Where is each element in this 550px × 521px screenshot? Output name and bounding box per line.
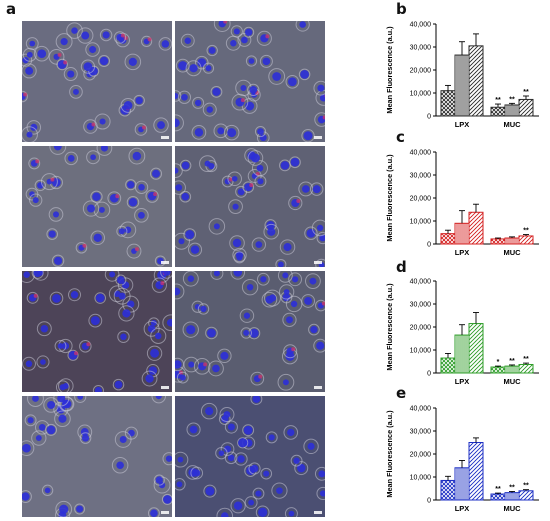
bar-MUC-3 bbox=[518, 363, 534, 374]
significance-mark: ** bbox=[509, 358, 515, 365]
microscopy-image-3-1 bbox=[22, 271, 172, 392]
bar-MUC-2 bbox=[504, 365, 520, 374]
y-tick-label: 0 bbox=[427, 498, 431, 505]
significance-mark: ** bbox=[495, 97, 501, 104]
microscopy-image-2-1 bbox=[22, 146, 172, 267]
y-tick-label: 20,000 bbox=[410, 196, 432, 203]
y-tick-label: 40,000 bbox=[410, 406, 432, 413]
y-tick-label: 30,000 bbox=[410, 429, 432, 436]
significance-mark: * bbox=[497, 359, 500, 366]
bar-MUC-1 bbox=[490, 106, 506, 117]
bar-MUC-2 bbox=[504, 237, 520, 245]
bar-LPX-3 bbox=[468, 442, 484, 501]
bar-MUC-2 bbox=[504, 492, 520, 501]
significance-mark: ** bbox=[495, 486, 501, 493]
microscopy-image-2-2 bbox=[175, 146, 325, 267]
x-category-label: MUC bbox=[503, 248, 521, 257]
bar-chart-c: Mean Fluorescence (a.u.) 0 10,000 20,000 30,… bbox=[385, 150, 539, 257]
y-tick-label: 10,000 bbox=[410, 475, 432, 482]
y-tick-label: 40,000 bbox=[410, 22, 432, 29]
bar-chart-e: Mean Fluorescence (a.u.) 0 10,000 20,000 30,… bbox=[385, 406, 539, 513]
bar-LPX-3 bbox=[468, 45, 484, 117]
bar-LPX-1 bbox=[440, 357, 456, 374]
panel-letter-c: c bbox=[396, 128, 405, 146]
y-axis-label: Mean Fluorescence (a.u.) bbox=[385, 283, 394, 371]
y-axis-label: Mean Fluorescence (a.u.) bbox=[385, 410, 394, 498]
y-tick-label: 20,000 bbox=[410, 325, 432, 332]
y-tick-label: 10,000 bbox=[410, 91, 432, 98]
significance-mark: ** bbox=[509, 96, 515, 103]
bar-LPX-2 bbox=[454, 334, 470, 374]
y-tick-label: 0 bbox=[427, 114, 431, 121]
panel-letter-a: a bbox=[6, 0, 17, 18]
bar-LPX-2 bbox=[454, 54, 470, 117]
y-tick-label: 0 bbox=[427, 371, 431, 378]
y-axis-label: Mean Fluorescence (a.u.) bbox=[385, 154, 394, 242]
panel-letter-b: b bbox=[396, 0, 407, 18]
y-tick-label: 10,000 bbox=[410, 219, 432, 226]
scale-bar bbox=[161, 511, 169, 514]
y-tick-label: 30,000 bbox=[410, 173, 432, 180]
bar-MUC-3 bbox=[518, 98, 534, 117]
bar-LPX-1 bbox=[440, 479, 456, 501]
y-tick-label: 0 bbox=[427, 242, 431, 249]
scale-bar bbox=[314, 261, 322, 264]
x-category-label: MUC bbox=[503, 120, 521, 129]
significance-mark: ** bbox=[523, 228, 529, 235]
significance-mark: ** bbox=[523, 89, 529, 96]
x-category-label: LPX bbox=[455, 504, 470, 513]
bar-MUC-3 bbox=[518, 235, 534, 245]
y-tick-label: 10,000 bbox=[410, 348, 432, 355]
y-tick-label: 40,000 bbox=[410, 150, 432, 157]
significance-mark: ** bbox=[523, 356, 529, 363]
x-category-label: LPX bbox=[455, 120, 470, 129]
bar-LPX-3 bbox=[468, 211, 484, 245]
scale-bar bbox=[314, 136, 322, 139]
microscopy-image-1-2 bbox=[175, 21, 325, 142]
y-tick-label: 20,000 bbox=[410, 68, 432, 75]
bar-chart-d: Mean Fluorescence (a.u.) 0 10,000 20,000 30,… bbox=[385, 279, 539, 386]
bar-LPX-3 bbox=[468, 323, 484, 374]
microscopy-image-4-1 bbox=[22, 396, 172, 517]
bar-MUC-3 bbox=[518, 490, 534, 501]
panel-letter-e: e bbox=[396, 384, 407, 402]
bar-MUC-1 bbox=[490, 493, 506, 501]
significance-mark: ** bbox=[509, 484, 515, 491]
y-axis-label: Mean Fluorescence (a.u.) bbox=[385, 26, 394, 114]
microscopy-image-1-1 bbox=[22, 21, 172, 142]
bar-MUC-1 bbox=[490, 238, 506, 245]
bar-MUC-2 bbox=[504, 104, 520, 117]
bar-chart-b: Mean Fluorescence (a.u.) 0 10,000 20,000 30,… bbox=[385, 22, 539, 129]
microscopy-image-4-2 bbox=[175, 396, 325, 517]
scale-bar bbox=[161, 386, 169, 389]
scale-bar bbox=[161, 261, 169, 264]
significance-mark: ** bbox=[523, 483, 529, 490]
bar-LPX-1 bbox=[440, 90, 456, 117]
x-category-label: LPX bbox=[455, 248, 470, 257]
bar-LPX-1 bbox=[440, 233, 456, 245]
bar-MUC-1 bbox=[490, 366, 506, 374]
scale-bar bbox=[161, 136, 169, 139]
x-category-label: MUC bbox=[503, 504, 521, 513]
y-tick-label: 40,000 bbox=[410, 279, 432, 286]
y-tick-label: 20,000 bbox=[410, 452, 432, 459]
panel-letter-d: d bbox=[396, 258, 407, 276]
scale-bar bbox=[314, 511, 322, 514]
y-tick-label: 30,000 bbox=[410, 45, 432, 52]
scale-bar bbox=[314, 386, 322, 389]
y-tick-label: 30,000 bbox=[410, 302, 432, 309]
bar-LPX-2 bbox=[454, 467, 470, 501]
x-category-label: MUC bbox=[503, 377, 521, 386]
bar-LPX-2 bbox=[454, 222, 470, 245]
microscopy-image-3-2 bbox=[175, 271, 325, 392]
x-category-label: LPX bbox=[455, 377, 470, 386]
